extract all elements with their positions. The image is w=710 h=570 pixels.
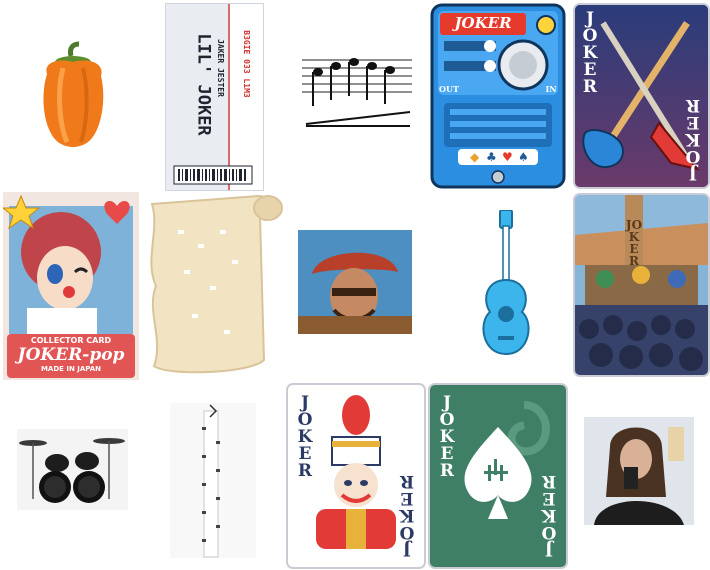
- pedal-out-label: OUT: [439, 84, 459, 94]
- svg-text:♣: ♣: [486, 150, 497, 164]
- pedal-brand: JOKER: [454, 14, 512, 32]
- collector-footer: MADE IN JAPAN: [40, 365, 102, 373]
- joker-spade-card[interactable]: JOKER JOKER: [428, 383, 568, 569]
- svg-text:♠: ♠: [518, 150, 529, 164]
- pepper-sticker[interactable]: [33, 40, 113, 150]
- musician-portrait[interactable]: [298, 230, 412, 334]
- pedal-in-label: IN: [545, 84, 557, 94]
- joker-band-card[interactable]: JOKER JOKER: [286, 383, 426, 569]
- ukulele-icon: [482, 210, 530, 356]
- spade-card-corner-label: JOKER: [439, 393, 455, 481]
- scroll-icon: [150, 194, 283, 374]
- spade-card-corner-label-inverted: JOKER: [541, 471, 557, 559]
- svg-text:♥: ♥: [502, 150, 513, 164]
- collector-title: JOKER-pop: [17, 345, 125, 365]
- sheet-music-sticker[interactable]: [298, 48, 416, 132]
- vertical-staff[interactable]: [170, 403, 256, 558]
- mirror-selfie-photo[interactable]: [584, 417, 694, 525]
- joker-fx-pedal[interactable]: ◆ ♣ ♥ ♠ JOKER OUT IN: [430, 3, 566, 189]
- pepper-icon: [43, 41, 104, 147]
- parchment-scroll[interactable]: [140, 190, 290, 378]
- svg-text:◆: ◆: [470, 150, 480, 164]
- collector-banner: COLLECTOR CARD: [30, 336, 112, 345]
- music-notes-icon: [302, 58, 412, 127]
- band-card-corner-label-inverted: JOKER: [399, 471, 415, 559]
- drum-kit-photo[interactable]: [17, 429, 128, 510]
- concert-card-label: JOKER: [625, 218, 643, 268]
- joker-concert-card[interactable]: JOKER: [573, 193, 710, 377]
- card-corner-label-inverted: JOKER: [685, 95, 701, 183]
- ticket-title: LIL' JOKER: [193, 33, 214, 136]
- joker-guitar-card[interactable]: JOKER JOKER: [573, 3, 710, 189]
- blue-ukulele[interactable]: [472, 210, 540, 358]
- collector-card[interactable]: COLLECTOR CARD JOKER-pop MADE IN JAPAN: [3, 192, 139, 380]
- ticket-stub[interactable]: LIL' JOKER JAKER JESTER B3GIE 033 L1M3: [165, 3, 264, 191]
- ticket-code: B3GIE 033 L1M3: [242, 30, 251, 98]
- band-card-corner-label: JOKER: [297, 393, 313, 481]
- drums-icon: [19, 438, 125, 503]
- card-corner-label: JOKER: [582, 9, 598, 97]
- ticket-subtitle: JAKER JESTER: [216, 39, 225, 97]
